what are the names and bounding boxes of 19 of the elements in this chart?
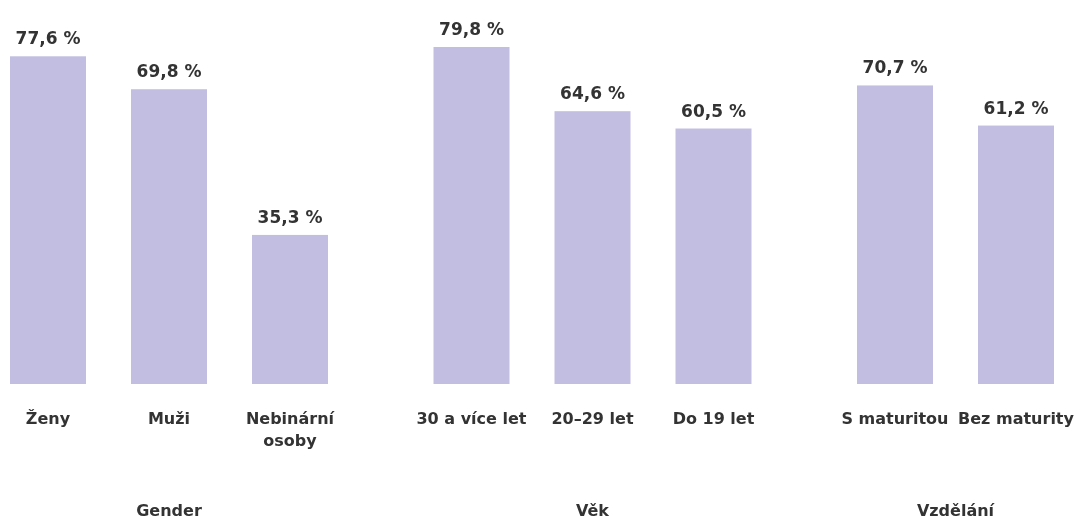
data-label: 64,6 % [560,83,625,104]
x-tick-label: S maturitou [841,409,949,428]
x-tick-label: Muži [147,409,191,428]
data-label: 69,8 % [136,61,202,82]
x-axis-title: Gender [136,501,202,520]
x-axis-title: Vzdělání [916,501,996,520]
x-tick-label: Ženy [25,409,71,428]
x-tick-label: Do 19 let [672,409,755,428]
data-label: 60,5 % [681,100,746,121]
x-tick-label: Bez maturity [958,409,1075,428]
x-tick-label: 20–29 let [551,409,634,428]
x-axis-title: Věk [576,501,610,520]
x-tick-label: Nebinární osoby [245,409,336,450]
data-label: 35,3 % [257,206,323,227]
data-label: 61,2 % [983,97,1049,118]
data-label: 77,6 % [15,28,81,49]
data-label: 79,8 % [439,19,504,39]
x-tick-label: 30 a více let [416,409,527,428]
data-label: 70,7 % [862,57,928,78]
